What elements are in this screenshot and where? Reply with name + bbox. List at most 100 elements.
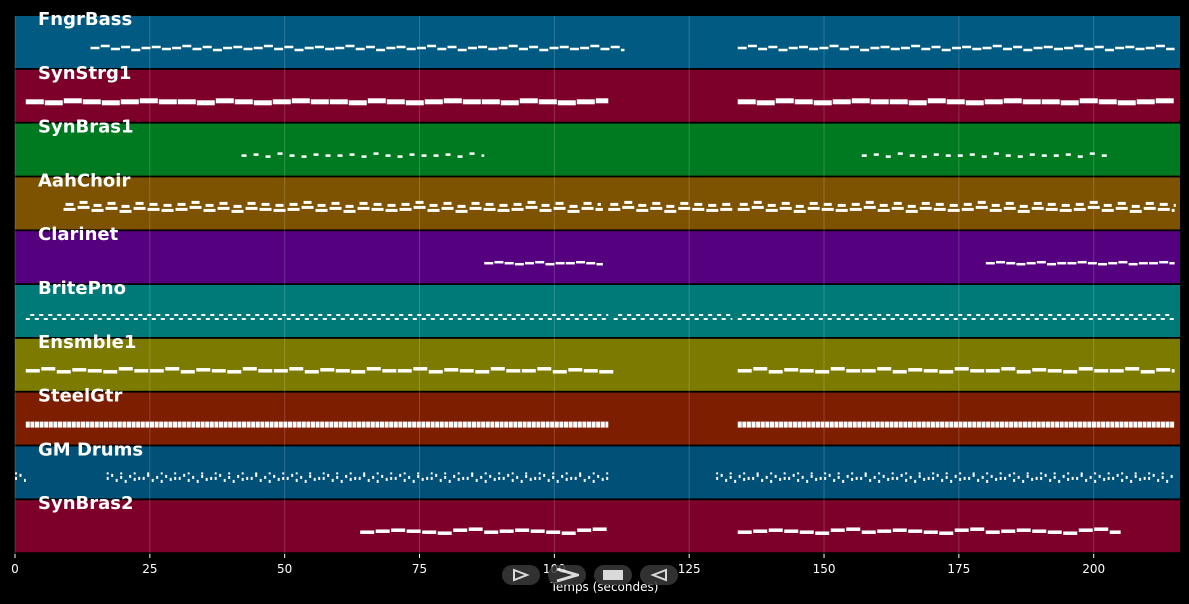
note [284, 45, 294, 49]
note [246, 314, 251, 316]
note [489, 314, 494, 316]
note [1094, 527, 1109, 531]
note [192, 475, 195, 479]
note [201, 474, 204, 478]
note [348, 100, 367, 106]
note [139, 98, 158, 104]
note [570, 476, 573, 480]
note [996, 260, 1006, 264]
note [819, 476, 822, 480]
note [1129, 209, 1142, 213]
stop-button[interactable] [594, 565, 632, 585]
note [760, 314, 765, 316]
note [133, 477, 136, 481]
play-reverse-button[interactable] [502, 565, 540, 585]
note [201, 314, 206, 316]
note [457, 204, 466, 208]
note [25, 421, 30, 428]
note [1029, 153, 1035, 156]
note [439, 318, 444, 320]
note [788, 46, 798, 50]
note [484, 318, 489, 320]
note [282, 476, 285, 480]
note [842, 479, 845, 483]
backward-button[interactable] [640, 565, 678, 585]
note [986, 479, 989, 483]
note [475, 318, 480, 320]
note [788, 476, 791, 480]
note [1094, 45, 1104, 49]
note [909, 475, 912, 479]
note [147, 314, 152, 316]
note [1041, 154, 1047, 157]
note [375, 421, 380, 428]
note [67, 421, 72, 428]
note [747, 476, 750, 480]
note [550, 421, 555, 428]
note [962, 45, 972, 49]
note [327, 473, 330, 477]
note [837, 475, 840, 479]
note [514, 262, 524, 266]
note [640, 318, 645, 320]
note [1049, 478, 1052, 482]
note [694, 318, 699, 320]
note [875, 421, 880, 428]
note [82, 99, 101, 105]
note [399, 473, 402, 477]
note [475, 478, 478, 482]
note [502, 318, 507, 320]
playback-controls [502, 565, 678, 587]
note [798, 45, 808, 49]
note [1032, 368, 1047, 372]
note [597, 314, 602, 316]
note [823, 202, 832, 206]
note [849, 207, 862, 211]
note [444, 314, 449, 316]
note [890, 318, 895, 320]
note [1022, 99, 1041, 105]
note [945, 154, 951, 157]
note [1057, 261, 1067, 265]
note [315, 421, 320, 428]
note [737, 99, 756, 105]
note [1170, 421, 1175, 428]
note [1026, 474, 1029, 478]
note [363, 473, 366, 477]
note [48, 421, 53, 428]
note [516, 314, 521, 316]
note [624, 200, 633, 204]
note [149, 202, 158, 206]
forward-button[interactable] [548, 565, 586, 585]
note [1005, 154, 1011, 157]
note [39, 421, 44, 428]
note [923, 477, 926, 481]
note [743, 477, 746, 481]
note [622, 205, 635, 209]
note [923, 369, 938, 373]
note [287, 207, 300, 211]
note [543, 314, 548, 316]
note [559, 45, 569, 49]
note [864, 473, 867, 477]
note [174, 314, 179, 316]
note [304, 46, 314, 50]
note [606, 314, 609, 316]
note [752, 476, 755, 480]
note [219, 314, 224, 316]
note [457, 155, 463, 158]
note [778, 48, 788, 52]
note [980, 318, 985, 320]
note [304, 318, 309, 320]
note [358, 318, 363, 320]
note [1034, 318, 1039, 320]
note [841, 314, 846, 316]
note [843, 421, 848, 428]
note [529, 477, 532, 481]
note [424, 99, 443, 105]
note [556, 479, 559, 483]
note [1133, 318, 1138, 320]
note [237, 474, 240, 478]
note [289, 367, 304, 371]
note [163, 421, 168, 428]
